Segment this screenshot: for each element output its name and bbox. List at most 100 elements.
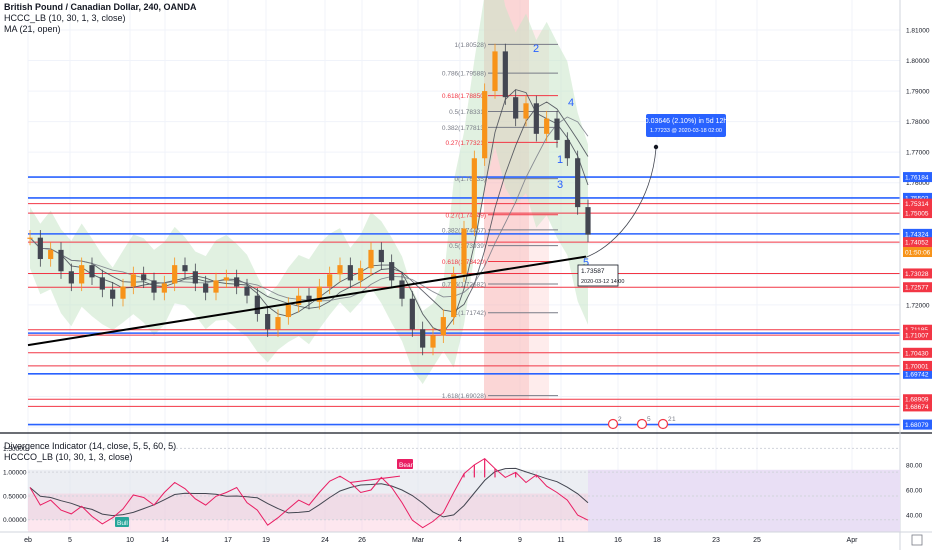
event-marker-icon xyxy=(657,418,669,430)
blue-price-badge-text: 1.74324 xyxy=(905,231,929,238)
time-axis-tick: 4 xyxy=(458,537,462,544)
point-label-box xyxy=(577,264,619,287)
bull-label-box xyxy=(115,517,129,527)
red-price-badge xyxy=(903,208,932,219)
red-price-badge xyxy=(903,394,932,405)
candle-body xyxy=(575,158,581,208)
candle-body xyxy=(564,139,570,159)
red-price-badge xyxy=(903,360,932,371)
candle-body xyxy=(451,274,457,318)
bear-label-text: Bear xyxy=(399,462,414,469)
red-price-badge xyxy=(903,347,932,358)
red-price-badge xyxy=(903,198,932,209)
time-axis-tick: 18 xyxy=(653,537,661,544)
time-axis-tick: Mar xyxy=(412,537,425,544)
fib-level-label: 0.27(1.74949) xyxy=(446,212,486,219)
candle-body xyxy=(347,265,353,281)
blue-price-badge-text: 1.69742 xyxy=(905,371,929,378)
fib-level-label: 1.618(1.69028) xyxy=(442,393,486,400)
indicator-hccc-label: HCCC_LB (10, 30, 1, 3, close) xyxy=(4,13,126,23)
fib-level-label: 0.27(1.77321) xyxy=(446,140,486,147)
candle-body xyxy=(223,277,229,281)
sub-future-area xyxy=(588,469,900,532)
candle-body xyxy=(327,274,333,287)
settings-gear-icon xyxy=(911,534,923,546)
candle-body xyxy=(368,249,374,269)
candle-body xyxy=(389,262,395,281)
candle-body xyxy=(151,280,157,293)
candle-body xyxy=(79,265,85,284)
bear-label-box xyxy=(397,459,413,469)
time-axis-tick: 23 xyxy=(712,537,720,544)
red-price-badge xyxy=(903,330,932,341)
red-price-badge-text: 1.68674 xyxy=(905,404,929,411)
sub-left-axis-tick: 0.00000 xyxy=(3,517,27,524)
fib-level-label: 0.618(1.78850) xyxy=(442,93,486,100)
fib-level-label: 0.382(1.77813) xyxy=(442,125,486,132)
sub-right-axis-tick: 60.00 xyxy=(906,488,923,495)
event-marker-icon xyxy=(636,418,648,430)
time-axis-tick: 26 xyxy=(358,537,366,544)
indicator-ma-label: MA (21, open) xyxy=(4,24,61,34)
price-axis-tick: 1.80000 xyxy=(906,58,930,65)
callout-box xyxy=(646,114,726,137)
callout-text-line1: 0.03646 (2.10%) in 5d 12h xyxy=(645,118,728,125)
band-area xyxy=(30,0,588,385)
candle-body xyxy=(306,295,312,302)
red-price-badge-text: 1.70430 xyxy=(905,350,929,357)
candle-body xyxy=(192,271,198,284)
candle-body xyxy=(409,298,415,330)
time-axis-tick: 9 xyxy=(518,537,522,544)
sub-right-axis-tick: 80.00 xyxy=(906,462,923,469)
candle-body xyxy=(482,91,488,159)
candle-body xyxy=(48,249,54,260)
time-axis-tick: Apr xyxy=(847,537,859,544)
candle-body xyxy=(120,286,126,299)
fib-level-label: 0.786(1.79588) xyxy=(442,71,486,78)
point-label-line2: 2020-03-12 14:00 xyxy=(581,279,624,285)
candle-body xyxy=(378,249,384,263)
hccco-indicator-label: HCCCO_LB (10, 30, 1, 3, close) xyxy=(4,452,133,462)
wave-label: 1 xyxy=(557,154,563,166)
candle-body xyxy=(523,103,529,119)
red-price-badge-text: 1.70001 xyxy=(905,363,929,370)
event-marker-count: 2 xyxy=(668,416,672,423)
candle-body xyxy=(27,237,33,239)
blue-price-badge-text: 1.68079 xyxy=(905,422,929,429)
wave-label: 3 xyxy=(557,179,563,191)
price-axis-tick: 1.76000 xyxy=(906,180,930,187)
candle-body xyxy=(533,103,539,134)
price-axis-tick: 1.78000 xyxy=(906,119,930,126)
candle-body xyxy=(203,283,209,293)
candle-body xyxy=(110,289,116,299)
red-price-badge xyxy=(903,282,932,293)
candle-body xyxy=(89,265,95,278)
time-axis-tick: 24 xyxy=(321,537,329,544)
current-price-badge-text: 01:50:06 xyxy=(905,250,931,257)
sub-left-axis-tick: 0.50000 xyxy=(3,493,27,500)
current-price-badge xyxy=(903,247,932,258)
fib-level-label: 1(1.80528) xyxy=(455,42,486,49)
sub-left-axis-tick: 1.00000 xyxy=(3,470,27,477)
candle-body xyxy=(585,207,591,235)
candle-body xyxy=(513,97,519,119)
blue-price-badge xyxy=(903,228,932,239)
candle-body xyxy=(234,277,240,287)
red-price-badge-text: 1.71007 xyxy=(905,333,929,340)
red-price-badge-text: 1.75314 xyxy=(905,201,929,208)
wave-label: 4 xyxy=(568,97,574,109)
red-price-badge-text: 1.75005 xyxy=(905,211,929,218)
candle-body xyxy=(244,286,250,296)
time-axis-tick: 19 xyxy=(262,537,270,544)
event-marker-icon xyxy=(607,418,619,430)
candle-body xyxy=(37,237,43,260)
bull-label-text: Bull xyxy=(117,520,128,527)
time-axis-tick: 10 xyxy=(126,537,134,544)
candle-body xyxy=(296,295,302,305)
fib-level-label: 0.5(1.78331) xyxy=(449,109,486,116)
candle-body xyxy=(161,283,167,293)
red-price-badge xyxy=(903,237,932,248)
time-axis-tick: 5 xyxy=(68,537,72,544)
candle-body xyxy=(554,118,560,140)
